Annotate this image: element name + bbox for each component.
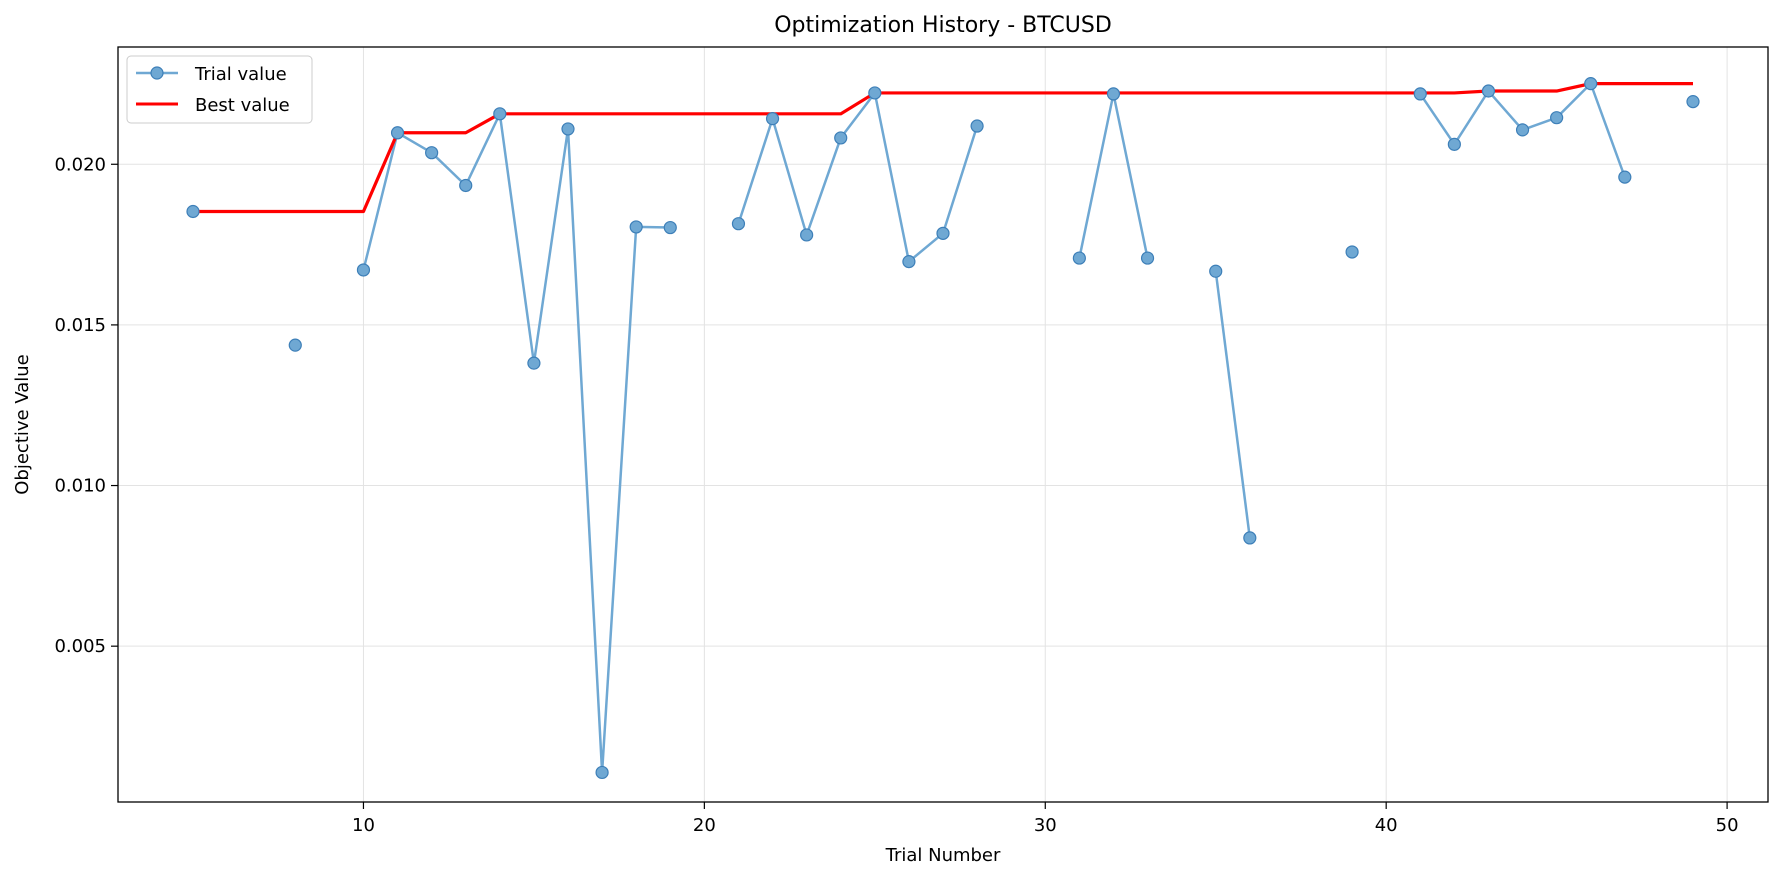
axis-ticks: 10 20 30 40 50 0.005 0.010 0.015 0.020	[54, 154, 1738, 836]
trial-value-point	[1413, 87, 1427, 101]
x-tick-label: 20	[693, 815, 716, 836]
trial-value-point	[1072, 251, 1086, 265]
trial-value-point	[459, 178, 473, 193]
trial-value-point	[1447, 137, 1461, 151]
trial-value-point	[800, 228, 814, 242]
trial-value-point	[1618, 170, 1632, 184]
grid-lines	[118, 47, 1768, 802]
legend-trial-marker	[150, 66, 164, 80]
best-value-line	[193, 82, 1693, 214]
trial-value-point	[1140, 251, 1155, 265]
trial-value-point	[1243, 531, 1257, 545]
legend-trial-label: Trial value	[194, 64, 287, 85]
trial-value-point	[561, 122, 575, 136]
trial-value-point	[868, 86, 882, 100]
x-tick-label: 30	[1034, 815, 1057, 836]
trial-value-point	[1481, 84, 1496, 98]
trial-value-point	[902, 255, 916, 269]
trial-value-point	[663, 220, 677, 235]
x-axis-label: Trial Number	[885, 845, 1001, 866]
plot-series	[186, 77, 1700, 780]
trial-value-point	[731, 217, 746, 231]
y-tick-label: 0.020	[54, 154, 106, 175]
trial-value-point	[1584, 77, 1598, 91]
trial-value-point	[493, 107, 507, 121]
trial-value-point	[936, 226, 950, 240]
plot-frame	[117, 46, 1769, 803]
trial-value-point	[356, 263, 371, 277]
trial-value-point	[390, 126, 405, 140]
x-tick-label: 40	[1375, 815, 1398, 836]
trial-value-line	[737, 91, 979, 263]
chart-title: Optimization History - BTCUSD	[774, 13, 1112, 38]
trial-value-point	[629, 220, 643, 234]
trial-value-point	[1550, 111, 1564, 125]
y-tick-label: 0.010	[54, 476, 106, 497]
trial-value-point	[834, 131, 848, 145]
trial-value-point	[970, 119, 984, 133]
y-tick-label: 0.015	[54, 315, 106, 336]
trial-value-point	[1515, 123, 1530, 137]
trial-value-point	[288, 338, 302, 352]
legend-best-label: Best value	[195, 95, 290, 116]
y-axis-label: Objective Value	[12, 354, 33, 495]
trial-value-point	[527, 356, 541, 370]
x-tick-label: 10	[352, 815, 375, 836]
trial-value-point	[1106, 87, 1121, 101]
trial-value-point	[595, 765, 609, 780]
trial-value-point	[1209, 264, 1223, 278]
trial-value-point	[186, 204, 200, 219]
trial-value-point	[765, 112, 780, 126]
trial-value-point	[425, 146, 439, 160]
trial-value-line	[1214, 271, 1252, 539]
trial-value-line	[362, 112, 671, 774]
y-tick-label: 0.005	[54, 636, 106, 657]
trial-value-point	[1345, 245, 1359, 259]
trial-value-point	[1686, 95, 1700, 109]
x-tick-label: 50	[1716, 815, 1739, 836]
legend: Trial value Best value	[126, 55, 313, 124]
